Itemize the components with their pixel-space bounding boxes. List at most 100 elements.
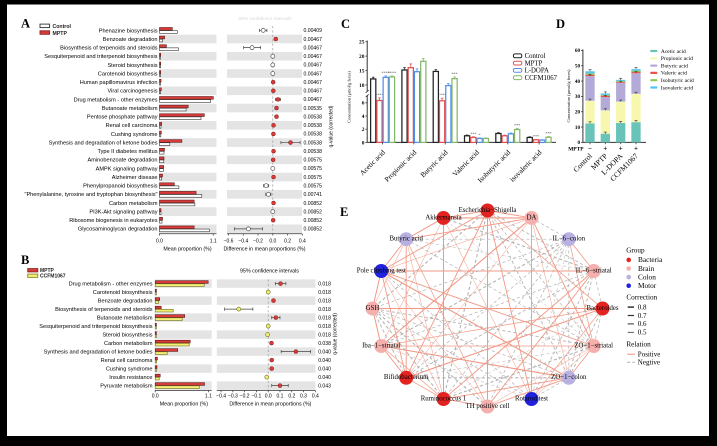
svg-text:GSH: GSH — [366, 305, 380, 312]
svg-text:0.00852: 0.00852 — [304, 227, 323, 233]
svg-text:Isobutyric acid: Isobutyric acid — [661, 78, 694, 84]
svg-text:0.00575: 0.00575 — [304, 175, 323, 181]
svg-text:L-DOPA: L-DOPA — [525, 68, 549, 75]
svg-text:Mean proportion (%): Mean proportion (%) — [163, 247, 212, 253]
svg-text:***: *** — [514, 123, 520, 128]
svg-text:Insulin resistance: Insulin resistance — [109, 375, 152, 381]
svg-text:20: 20 — [575, 110, 581, 116]
svg-text:Butyric acid: Butyric acid — [661, 63, 688, 69]
svg-text:0.2: 0.2 — [288, 393, 295, 399]
svg-text:0.018: 0.018 — [318, 281, 331, 287]
svg-text:Drug metabolism - other enzyme: Drug metabolism - other enzymes — [74, 97, 158, 103]
svg-text:50: 50 — [575, 64, 581, 70]
svg-text:40: 40 — [575, 79, 581, 85]
svg-text:Bifidobacterium: Bifidobacterium — [384, 374, 429, 381]
svg-text:Colon: Colon — [638, 272, 656, 281]
svg-text:30: 30 — [575, 94, 581, 100]
svg-text:2: 2 — [362, 127, 365, 133]
svg-text:−: − — [588, 145, 592, 153]
svg-text:E: E — [340, 205, 348, 219]
svg-text:0.2: 0.2 — [284, 238, 291, 244]
svg-text:−0.2: −0.2 — [240, 393, 250, 399]
svg-text:0: 0 — [362, 140, 365, 146]
svg-text:0.00535: 0.00535 — [304, 106, 323, 112]
svg-text:0.00467: 0.00467 — [304, 54, 323, 60]
svg-text:B: B — [21, 253, 29, 267]
svg-text:0.00852: 0.00852 — [304, 218, 323, 224]
svg-text:Mean proportion (%): Mean proportion (%) — [160, 401, 209, 407]
svg-text:Glycosaminoglycan degradation: Glycosaminoglycan degradation — [78, 227, 158, 233]
svg-text:PI3K-Akt signaling pathway: PI3K-Akt signaling pathway — [89, 210, 157, 216]
svg-text:MPTP: MPTP — [40, 268, 55, 274]
svg-text:Benzoate degradation: Benzoate degradation — [103, 37, 158, 43]
svg-text:+: + — [603, 145, 607, 153]
svg-text:Carbon metabolism: Carbon metabolism — [104, 341, 153, 347]
svg-text:0.00852: 0.00852 — [304, 209, 323, 215]
svg-text:0.00409: 0.00409 — [304, 28, 323, 34]
svg-text:10: 10 — [575, 125, 581, 131]
svg-text:****: **** — [388, 70, 396, 75]
svg-text:*: * — [479, 132, 481, 137]
svg-text:0.0: 0.0 — [152, 393, 159, 399]
svg-text:0.018: 0.018 — [318, 290, 331, 296]
svg-text:Acetic acid: Acetic acid — [661, 49, 686, 55]
svg-text:***: *** — [470, 131, 476, 136]
svg-text:Difference in mean proportions: Difference in mean proportions (%) — [223, 247, 305, 253]
svg-text:25: 25 — [359, 40, 365, 46]
svg-text:0.5: 0.5 — [638, 329, 647, 337]
svg-text:Pole climbing test: Pole climbing test — [357, 267, 406, 274]
svg-text:0.018: 0.018 — [318, 307, 331, 313]
svg-text:Correction: Correction — [626, 294, 657, 302]
svg-text:−0.4: −0.4 — [216, 393, 226, 399]
svg-text:Valeric acid: Valeric acid — [661, 71, 687, 77]
svg-text:Biosynthesis of terpenoids and: Biosynthesis of terpenoids and steroids — [60, 46, 158, 52]
svg-text:1.1: 1.1 — [210, 238, 217, 244]
svg-text:q-value (corrected): q-value (corrected) — [329, 105, 335, 147]
svg-text:0.00467: 0.00467 — [304, 89, 323, 95]
svg-text:−0.4: −0.4 — [238, 238, 248, 244]
svg-text:Carotenoid biosynthesis: Carotenoid biosynthesis — [98, 71, 158, 77]
svg-text:0.1: 0.1 — [277, 393, 284, 399]
svg-text:0.018: 0.018 — [318, 332, 331, 338]
svg-text:−0.3: −0.3 — [228, 393, 238, 399]
svg-text:0.00538: 0.00538 — [304, 115, 323, 121]
svg-text:1.1: 1.1 — [205, 393, 212, 399]
svg-text:0.040: 0.040 — [318, 349, 331, 355]
svg-text:Steroid biosynthesis: Steroid biosynthesis — [107, 63, 157, 69]
svg-text:0.8: 0.8 — [638, 303, 647, 311]
svg-text:0.3: 0.3 — [300, 393, 307, 399]
svg-text:0.018: 0.018 — [318, 315, 331, 321]
svg-text:Phenylpropanoid biosynthesis: Phenylpropanoid biosynthesis — [83, 184, 158, 190]
svg-text:Escherichia−Shigella: Escherichia−Shigella — [459, 207, 517, 214]
svg-text:0.00852: 0.00852 — [304, 201, 323, 207]
svg-text:Synthesis and degradation of k: Synthesis and degradation of ketone bodi… — [44, 350, 153, 356]
svg-text:0.0: 0.0 — [269, 238, 276, 244]
svg-text:Bacteroides: Bacteroides — [586, 305, 618, 312]
svg-text:10: 10 — [359, 83, 365, 89]
svg-text:0.0: 0.0 — [156, 238, 163, 244]
svg-text:***: *** — [533, 134, 539, 139]
svg-text:0.00575: 0.00575 — [304, 158, 323, 164]
svg-text:IL−6−colon: IL−6−colon — [553, 236, 586, 243]
svg-text:CCFM1067: CCFM1067 — [525, 75, 558, 82]
svg-text:0.00538: 0.00538 — [304, 132, 323, 138]
svg-text:Motor: Motor — [638, 281, 657, 290]
svg-text:Human papillomavirus infection: Human papillomavirus infection — [80, 80, 158, 86]
svg-text:****: **** — [382, 70, 390, 75]
svg-text:ZO−1−striatal: ZO−1−striatal — [574, 342, 613, 349]
svg-text:Pyruvate metabolism: Pyruvate metabolism — [100, 384, 153, 390]
svg-text:ZO−1−colon: ZO−1−colon — [551, 374, 587, 381]
svg-text:0.00467: 0.00467 — [304, 37, 323, 43]
svg-text:Group: Group — [626, 246, 645, 254]
svg-text:C: C — [341, 17, 350, 31]
svg-text:Positive: Positive — [638, 351, 661, 359]
svg-text:Bacteria: Bacteria — [638, 255, 663, 264]
svg-text:Renal cell carcinoma: Renal cell carcinoma — [106, 123, 159, 129]
svg-text:Butanoate metabolism: Butanoate metabolism — [97, 316, 153, 322]
svg-text:15: 15 — [359, 69, 365, 75]
svg-text:Alzheimer disease: Alzheimer disease — [112, 175, 158, 181]
svg-text:0.043: 0.043 — [318, 383, 331, 389]
svg-text:Synthesis and degradation of k: Synthesis and degradation of ketone bodi… — [49, 141, 158, 147]
svg-text:0.00538: 0.00538 — [304, 149, 323, 155]
svg-text:Akkermansia: Akkermansia — [425, 214, 461, 221]
